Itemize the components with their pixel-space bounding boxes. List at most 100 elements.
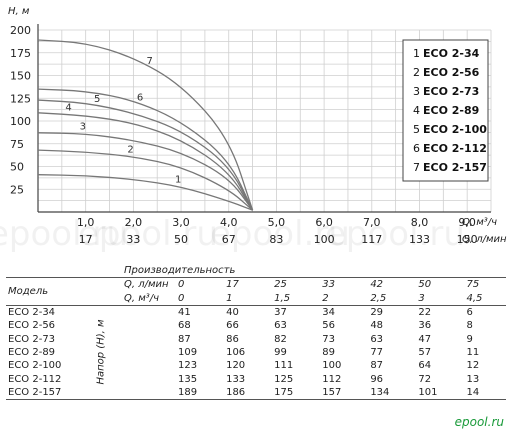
head-value-cell: 157: [320, 385, 369, 400]
head-value-cell: 57: [418, 346, 432, 358]
x-tick-label-m3h: 3,0: [172, 216, 190, 229]
head-value-cell: 63: [274, 320, 287, 332]
q-m3h-value: 4,5: [464, 291, 506, 306]
watermark-text: epool.ru: [325, 214, 465, 254]
x-tick-label-lmin: 100: [314, 233, 335, 246]
curve-label: 3: [80, 122, 86, 133]
curve-label: 4: [65, 103, 71, 114]
head-value-cell: 72: [418, 373, 432, 385]
y-tick-label: 100: [10, 115, 31, 128]
legend-number: 4: [413, 104, 420, 117]
head-value-cell: 111: [274, 360, 294, 372]
curve-5: [37, 99, 254, 211]
legend-box: [402, 39, 489, 182]
legend-entry: ECO 2-112: [423, 142, 487, 155]
x-tick-label-lmin: 133: [409, 233, 430, 246]
head-value-cell: 186: [224, 385, 273, 400]
q-lmin-value: 50: [416, 277, 465, 292]
legend-number: 7: [413, 161, 420, 174]
q-lmin-value: 25: [272, 277, 321, 292]
model-cell: ECO 2-73: [8, 333, 56, 345]
curve-4: [37, 112, 254, 211]
head-value-cell: 87: [178, 333, 191, 345]
table-row: ECO 2-56 68 66 63 56 48 36 8: [6, 319, 506, 332]
legend-entry: ECO 2-100: [423, 123, 487, 136]
x-tick-label-lmin: 33: [126, 233, 140, 246]
empty-cell: [122, 359, 176, 372]
model-cell: ECO 2-56: [8, 320, 56, 332]
x-tick-label-lmin: 50: [174, 233, 188, 246]
head-label-cell: Напор (H), м: [80, 305, 122, 400]
x-tick-label-m3h: 8,0: [411, 216, 429, 229]
x-tick-label-m3h: 2,0: [125, 216, 143, 229]
x-tick-label-lmin: 67: [222, 233, 236, 246]
head-label: Напор (H), м: [95, 319, 107, 385]
legend-entry: ECO 2-73: [423, 85, 479, 98]
curve-label: 2: [127, 144, 133, 155]
head-value-cell: 125: [274, 373, 294, 385]
q-m3h-value: 2: [320, 291, 369, 306]
head-value-cell: 77: [370, 346, 384, 358]
head-value-cell: 14: [464, 385, 506, 400]
head-value-cell: 36: [418, 320, 432, 332]
legend-number: 1: [413, 47, 420, 60]
x-tick-label-m3h: 7,0: [363, 216, 381, 229]
head-value-cell: 34: [322, 307, 335, 319]
x-axis-label-lmin: Q, л/мин: [462, 234, 507, 245]
legend-entry: ECO 2-34: [423, 47, 480, 60]
x-axis-label-m3h: Q, м³/ч: [462, 217, 497, 228]
head-value-cell: 86: [226, 333, 239, 345]
head-value-cell: 66: [226, 320, 239, 332]
head-value-cell: 100: [322, 360, 342, 372]
watermark-text: epool.ru: [78, 214, 218, 254]
curve-label: 7: [146, 56, 152, 67]
head-value-cell: 101: [416, 385, 465, 400]
head-value-cell: 99: [274, 346, 287, 358]
y-axis-label: H, м: [8, 6, 30, 17]
chart-curves: 1 2 34 5 6 7: [37, 39, 254, 211]
legend-entry: ECO 2-56: [423, 66, 480, 79]
q-m3h-value: 0: [176, 291, 225, 306]
q-lmin-value: 0: [176, 277, 225, 292]
model-cell: ECO 2-112: [8, 373, 62, 385]
head-value-cell: 89: [322, 346, 335, 358]
x-tick-label-lmin: 117: [361, 233, 382, 246]
q-lmin-value: 75: [464, 277, 506, 292]
x-tick-label-m3h: 4,0: [220, 216, 238, 229]
empty-cell: [122, 385, 176, 400]
curve-1: [37, 174, 253, 211]
y-tick-label: 125: [10, 92, 31, 105]
x-tick-label-lmin: 17: [79, 233, 93, 246]
head-value-cell: 82: [274, 333, 287, 345]
x-tick-label-lmin: 83: [269, 233, 283, 246]
q-m3h-value: 1: [224, 291, 273, 306]
y-tick-label: 175: [10, 47, 31, 60]
head-value-cell: 6: [466, 307, 473, 319]
head-value-cell: 134: [368, 385, 417, 400]
y-tick-label: 150: [10, 70, 31, 83]
brand-watermark: epool.ru: [454, 415, 504, 429]
legend-number: 6: [413, 142, 420, 155]
x-tick-label-m3h: 1,0: [77, 216, 95, 229]
head-value-cell: 112: [322, 373, 342, 385]
y-tick-label: 25: [10, 183, 24, 196]
head-value-cell: 12: [466, 360, 480, 372]
y-tick-label: 200: [10, 24, 31, 37]
curve-3: [37, 132, 254, 211]
productivity-header: Производительность: [124, 265, 236, 277]
head-value-cell: 106: [226, 346, 246, 358]
head-value-cell: 96: [370, 373, 384, 385]
empty-cell: [122, 305, 176, 319]
curve-7: [37, 39, 254, 211]
table-row: ECO 2-89 109 106 99 89 77 57 11: [6, 346, 506, 359]
y-tick-label: 75: [10, 138, 24, 151]
curve-label: 5: [94, 94, 100, 105]
empty-cell: [122, 346, 176, 359]
empty-cell: [122, 319, 176, 332]
q-m3h-value: 3: [416, 291, 465, 306]
q-lmin-value: 33: [320, 277, 369, 292]
curve-label: 6: [137, 92, 143, 103]
head-value-cell: 22: [418, 307, 432, 319]
